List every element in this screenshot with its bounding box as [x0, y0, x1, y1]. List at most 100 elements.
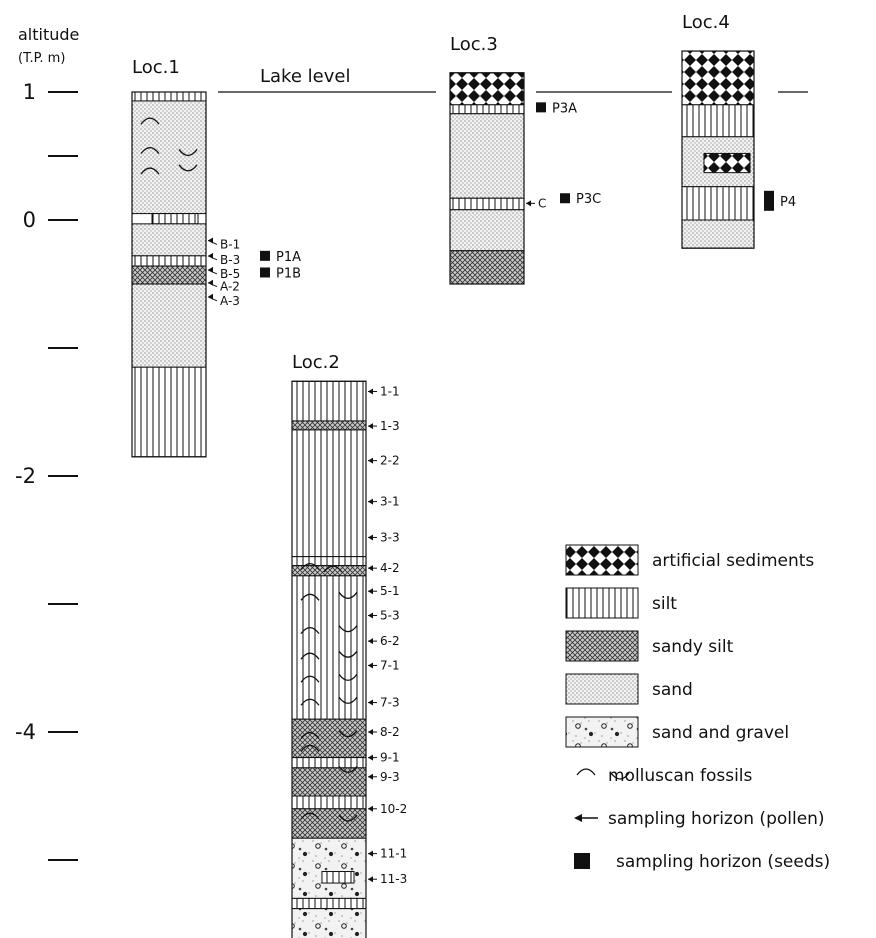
pollen-label: C — [538, 196, 546, 210]
mollusc-fossil-icon — [576, 768, 596, 776]
loc3-column — [449, 72, 525, 285]
loc3-title: Loc.3 — [450, 34, 498, 55]
pollen-label: 9-3 — [380, 770, 400, 784]
mollusc-fossil-icon — [300, 744, 320, 752]
mollusc-fossil-icon — [300, 593, 320, 601]
pollen-label: B-1 — [220, 237, 240, 251]
legend-item: sand and gravel — [565, 716, 789, 748]
pollen-label: 1-3 — [380, 419, 400, 433]
pollen-label: 11-1 — [380, 847, 407, 861]
pollen-arrowhead-icon — [368, 729, 373, 735]
legend-swatch — [565, 587, 639, 619]
legend-item: sampling horizon (seeds) — [574, 852, 830, 872]
pollen-label: 4-2 — [380, 561, 400, 575]
layer-sandy-silt — [449, 250, 525, 285]
layer-sand — [131, 283, 207, 368]
pollen-label: 9-1 — [380, 751, 400, 765]
pollen-arrowhead-icon — [368, 423, 373, 430]
mollusc-fossil-icon — [300, 626, 320, 634]
legend-swatch — [565, 716, 639, 748]
pollen-label: 6-2 — [380, 634, 400, 648]
legend-swatch — [565, 544, 639, 576]
legend-label: sandy silt — [652, 637, 734, 657]
axis-tick-label: 1 — [23, 80, 36, 104]
layer-silt — [681, 186, 755, 221]
pollen-arrowhead-icon — [368, 850, 373, 857]
mollusc-fossil-icon — [338, 766, 358, 774]
legend-label: sand — [652, 680, 693, 700]
layer-sand — [681, 219, 755, 249]
pollen-label: 3-3 — [380, 530, 400, 544]
pollen-arrowhead-icon — [368, 565, 373, 572]
pollen-label: A-2 — [220, 280, 240, 294]
legend-item: molluscan fossils — [576, 766, 753, 786]
pollen-arrowhead-icon — [526, 200, 531, 207]
seed-label: P4 — [780, 195, 796, 210]
pollen-label: 7-1 — [380, 658, 400, 672]
mollusc-fossil-icon — [178, 164, 198, 172]
layer-sandy-silt — [291, 808, 367, 839]
axis-tick-label: -4 — [15, 720, 36, 744]
axis-title: altitude — [18, 25, 79, 44]
mollusc-fossil-icon — [338, 696, 358, 704]
mollusc-fossil-icon — [610, 772, 630, 780]
layer-sand — [449, 113, 525, 199]
legend-label: sand and gravel — [652, 723, 789, 743]
layer-sand — [449, 209, 525, 252]
mollusc-fossil-icon — [338, 650, 358, 658]
layer-sandy-silt — [291, 767, 367, 797]
layer-sand — [131, 223, 207, 257]
layer-sand-and-gravel — [291, 837, 367, 899]
loc1-column — [131, 91, 207, 458]
pollen-arrowhead-icon — [368, 662, 373, 669]
pollen-arrowhead-icon — [208, 266, 213, 273]
layer-sand — [131, 100, 207, 215]
pollen-arrowhead-icon — [208, 252, 213, 259]
mollusc-fossil-icon — [300, 675, 320, 683]
pollen-arrowhead-icon — [208, 279, 213, 286]
loc2-column-frame — [291, 380, 367, 938]
pollen-label: 5-1 — [380, 584, 400, 598]
seed-sample-square-icon — [536, 102, 546, 113]
mollusc-fossil-icon — [338, 673, 358, 681]
mollusc-fossil-icon — [140, 167, 160, 175]
layer-silt — [131, 91, 207, 102]
legend-swatch — [565, 673, 639, 705]
seed-label: P1B — [276, 266, 301, 281]
legend-swatch — [565, 630, 639, 662]
layer-silt — [151, 213, 199, 225]
layer-sand-and-gravel — [291, 908, 367, 938]
legend-item: artificial sediments — [565, 544, 814, 576]
legend-square-icon — [574, 853, 590, 869]
mollusc-fossil-icon — [338, 730, 358, 738]
legend-item: sandy silt — [565, 630, 734, 662]
pollen-arrowhead-icon — [368, 876, 373, 883]
legend-label: artificial sediments — [652, 551, 814, 571]
layer-sandy-silt — [291, 420, 367, 431]
legend-label: silt — [652, 594, 677, 614]
pollen-label: B-5 — [220, 267, 240, 281]
mollusc-fossil-icon — [178, 149, 198, 157]
layer-silt — [131, 255, 207, 267]
loc2-title: Loc.2 — [292, 352, 340, 373]
legend-item: sand — [565, 673, 693, 705]
pollen-arrowhead-icon — [368, 457, 373, 464]
seed-sample-square-icon — [260, 250, 270, 261]
pollen-arrowhead-icon — [368, 773, 373, 780]
pollen-label: 8-2 — [380, 725, 400, 739]
mollusc-fossil-icon — [338, 591, 358, 599]
layer-silt — [291, 556, 367, 567]
inclusion-artificial-sediments — [703, 152, 751, 174]
seed-sample-square-icon — [764, 190, 774, 211]
pollen-arrowhead-icon — [368, 805, 373, 812]
legend-label: molluscan fossils — [608, 766, 753, 786]
mollusc-fossil-icon — [300, 812, 320, 820]
pollen-arrowhead-icon — [368, 754, 373, 761]
mollusc-fossil-icon — [323, 565, 343, 573]
pollen-arrowhead-icon — [208, 237, 213, 244]
pollen-arrowhead-icon — [368, 388, 373, 395]
pollen-label: 10-2 — [380, 802, 407, 816]
axis-tick-label: 0 — [23, 208, 36, 232]
layer-silt — [131, 366, 207, 458]
